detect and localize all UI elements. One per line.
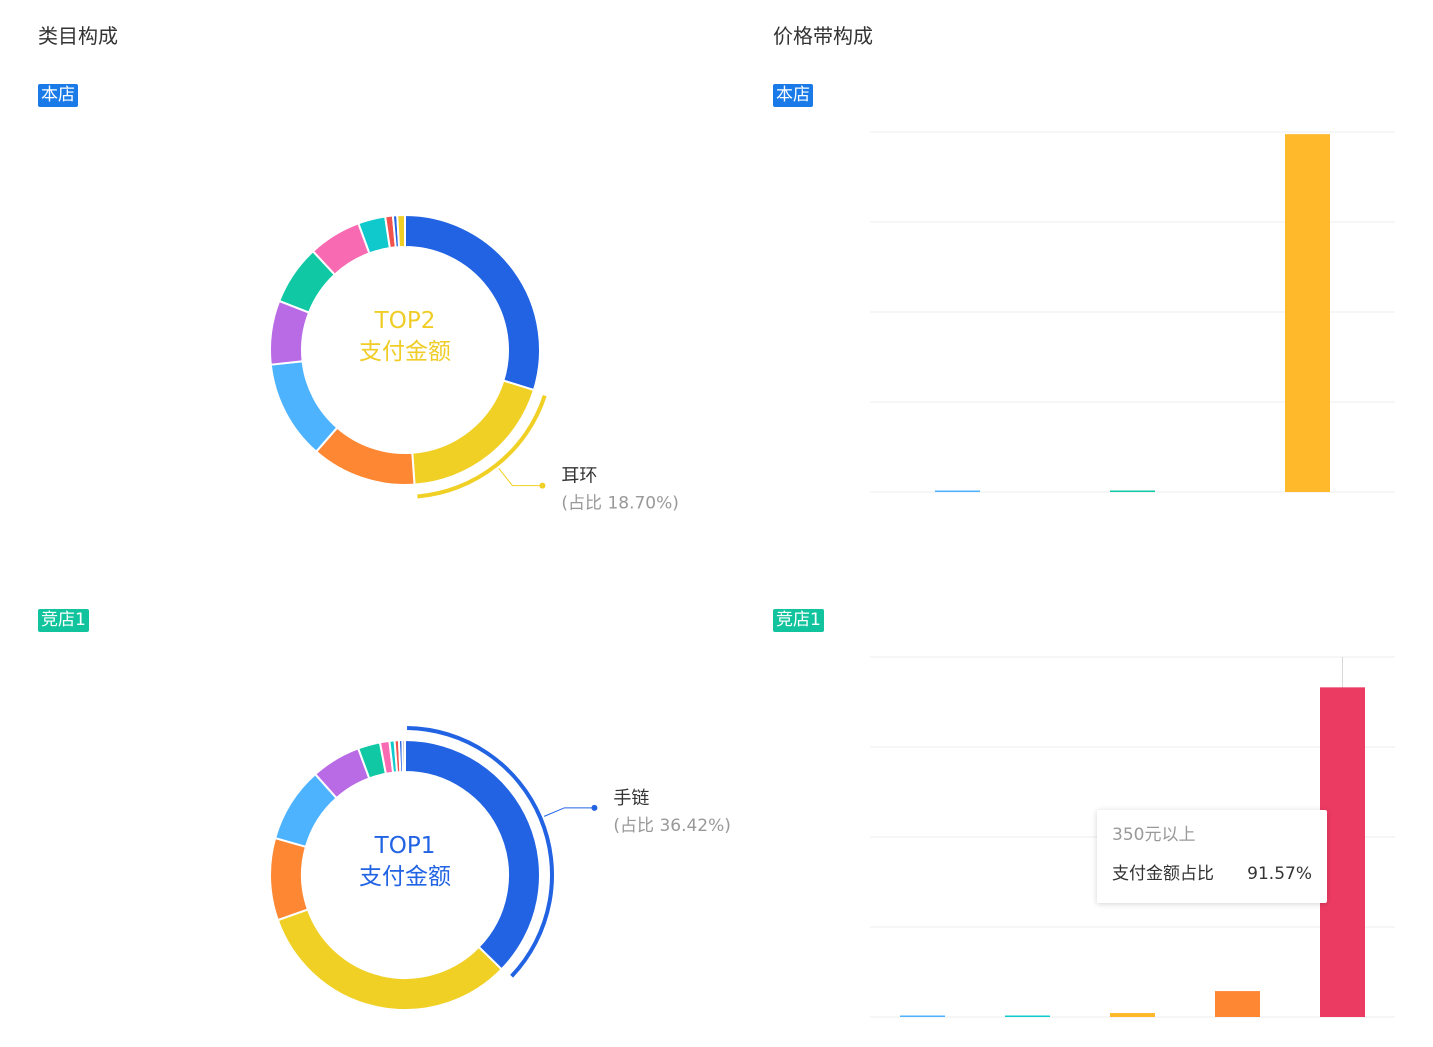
tooltip-title: 350元以上 <box>1112 825 1196 845</box>
bar-tooltip: 350元以上 支付金额占比 91.57% <box>1097 810 1327 903</box>
category-own-callout-line <box>498 468 543 487</box>
category-own-slice-3[interactable] <box>269 360 339 454</box>
price-competitor-bar-0[interactable] <box>900 1015 945 1018</box>
tooltip-value: 91.57% <box>1247 864 1312 884</box>
tooltip-row: 支付金额占比 91.57% <box>1112 863 1312 885</box>
category-competitor-callout-line <box>543 807 595 817</box>
category-own-slice-1[interactable] <box>411 379 536 486</box>
price-section-title: 价格带构成 <box>773 24 873 48</box>
competitor-tag-price: 竞店1 <box>773 609 824 632</box>
category-own-callout-label: 耳环 <box>561 466 597 487</box>
tooltip-label: 支付金额占比 <box>1112 864 1214 884</box>
price-competitor-bar-2[interactable] <box>1110 1013 1155 1017</box>
competitor-tag-category: 竞店1 <box>38 609 89 632</box>
category-competitor-center-text-1: 支付金额 <box>359 864 451 890</box>
category-own-highlight-arc <box>417 394 547 499</box>
category-competitor-highlight-arc <box>407 726 554 978</box>
category-own-slice-10[interactable] <box>396 213 406 249</box>
category-competitor-slice-10[interactable] <box>401 738 406 774</box>
category-competitor-callout-label: 手链 <box>613 788 649 809</box>
category-competitor-center-text-0: TOP1 <box>374 833 436 859</box>
category-competitor-callout-detail: (占比 36.42%) <box>613 816 731 836</box>
price-competitor-bar-3[interactable] <box>1215 991 1260 1017</box>
category-own-center-text-1: 支付金额 <box>359 339 451 365</box>
own-store-tag-price: 本店 <box>773 84 813 107</box>
own-store-tag-category: 本店 <box>38 84 78 107</box>
category-own-center-text-0: TOP2 <box>374 308 436 334</box>
price-own-bar-1[interactable] <box>1110 490 1155 493</box>
category-section-title: 类目构成 <box>38 24 118 48</box>
category-competitor-callout-dot <box>591 804 598 811</box>
price-competitor-bar-1[interactable] <box>1005 1015 1050 1018</box>
price-own-bar-2[interactable] <box>1285 134 1330 492</box>
price-competitor-bar-4[interactable] <box>1320 687 1365 1017</box>
category-own-callout-dot <box>539 482 546 489</box>
category-competitor-slice-1[interactable] <box>276 908 504 1011</box>
category-competitor-slice-2[interactable] <box>269 836 310 922</box>
price-own-bar-0[interactable] <box>935 490 980 493</box>
category-own-callout-detail: (占比 18.70%) <box>561 494 679 514</box>
